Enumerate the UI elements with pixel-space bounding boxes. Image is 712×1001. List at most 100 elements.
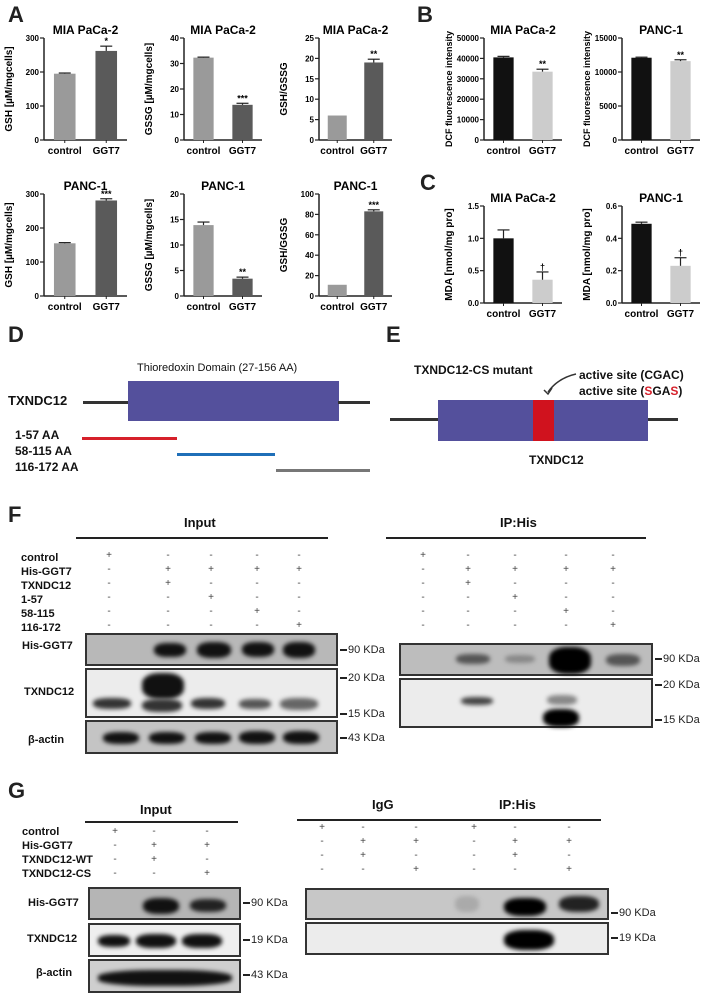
blot-f-input-his-ggt7	[85, 633, 338, 666]
svg-text:40: 40	[170, 34, 179, 43]
condition-mark: +	[165, 564, 171, 575]
condition-mark: -	[107, 564, 111, 575]
condition-mark: -	[421, 564, 425, 575]
condition-mark: -	[166, 550, 170, 561]
panel-g: Input IgG IP:His control His-GGT7 TXNDC12-…	[0, 780, 712, 1001]
significance-mark: **	[239, 267, 247, 277]
condition-mark: +	[610, 564, 616, 575]
svg-text:15: 15	[305, 75, 314, 84]
condition-label: 1-57	[21, 594, 44, 606]
input-divider	[85, 821, 238, 823]
condition-mark: +	[296, 564, 302, 575]
chart-title: PANC-1	[64, 179, 108, 193]
bar	[95, 200, 118, 296]
panel-letter-g: G	[8, 778, 26, 803]
x-tick-label: GGT7	[93, 302, 121, 313]
condition-mark: -	[361, 864, 365, 875]
condition-mark: -	[166, 620, 170, 631]
panel-letter-d: D	[8, 322, 24, 347]
svg-text:15000: 15000	[595, 34, 618, 43]
chart-title: MIA PaCa-2	[490, 23, 556, 37]
condition-mark: -	[567, 850, 571, 861]
chart-gssg-panc: PANC-1 GSSG [µM/mgcells] 0 5 10 15 20 control **…	[140, 178, 270, 318]
condition-mark: -	[611, 550, 615, 561]
protein-label: TXNDC12	[529, 453, 584, 467]
condition-mark: -	[297, 606, 301, 617]
panel-d-diagram: Thioredoxin Domain (27-156 AA) TXNDC12 1…	[0, 330, 380, 490]
condition-label: His-GGT7	[22, 840, 73, 852]
svg-text:200: 200	[26, 224, 40, 233]
active-site-mut: active site (SGAS)	[579, 384, 682, 398]
condition-mark: -	[255, 550, 259, 561]
domain-label: Thioredoxin Domain (27-156 AA)	[137, 362, 298, 374]
chart-title: MIA PaCa-2	[53, 23, 119, 37]
panel-f: Input IP:His control His-GGT7 TXNDC12 1-57 5…	[0, 500, 712, 780]
condition-mark: -	[255, 578, 259, 589]
protein-label: TXNDC12	[8, 393, 68, 408]
condition-mark: +	[208, 564, 214, 575]
condition-mark: -	[611, 606, 615, 617]
bar	[364, 211, 384, 296]
fragment-label-3: 116-172 AA	[15, 460, 79, 474]
significance-mark: ***	[368, 200, 379, 210]
svg-text:10000: 10000	[457, 116, 480, 125]
chart-gssg-mia: MIA PaCa-2 GSSG [µM/mgcells] 0 10 20 30 40 cont…	[140, 22, 270, 162]
condition-mark: -	[421, 578, 425, 589]
condition-mark: +	[360, 836, 366, 847]
x-tick-label: GGT7	[529, 309, 557, 320]
y-axis-label: GSH/GSSG	[279, 62, 290, 116]
svg-text:5: 5	[310, 116, 315, 125]
condition-mark: -	[297, 592, 301, 603]
condition-mark: -	[361, 822, 365, 833]
chart-title: PANC-1	[201, 179, 245, 193]
y-axis-label: MDA [nmol/mg pro]	[582, 208, 593, 300]
bar	[53, 73, 76, 140]
svg-text:20: 20	[305, 272, 314, 281]
x-tick-label: control	[320, 146, 354, 157]
ip-marker-90: 90 KDa	[655, 653, 700, 665]
condition-mark: -	[472, 836, 476, 847]
svg-text:0: 0	[613, 136, 618, 145]
y-axis-label: GSSG [µM/mgcells]	[144, 199, 155, 291]
condition-mark: +	[360, 850, 366, 861]
blot-label-his-ggt7: His-GGT7	[22, 640, 73, 652]
x-tick-label: control	[625, 309, 659, 320]
svg-text:10000: 10000	[595, 68, 618, 77]
significance-mark: †	[678, 248, 683, 258]
blot-g-input-actin	[88, 959, 241, 993]
marker-20: 20 KDa	[340, 672, 385, 684]
input-title: Input	[140, 802, 172, 817]
svg-text:0: 0	[175, 292, 180, 301]
condition-mark: +	[413, 864, 419, 875]
mut-s2: S	[670, 384, 679, 398]
active-site-wt: active site (CGAC)	[579, 368, 684, 382]
svg-text:40000: 40000	[457, 54, 480, 63]
condition-mark: +	[471, 822, 477, 833]
condition-mark: +	[204, 840, 210, 851]
condition-mark: -	[472, 864, 476, 875]
x-tick-label: GGT7	[229, 302, 257, 313]
svg-text:30: 30	[170, 60, 179, 69]
chart-title: PANC-1	[639, 191, 683, 205]
condition-label: control	[21, 552, 59, 564]
input-divider	[76, 537, 328, 539]
y-axis-label: GSH [µM/mgcells]	[4, 46, 15, 131]
bar	[193, 57, 214, 141]
fragment-line-1	[82, 437, 177, 440]
chart-ratio-mia: MIA PaCa-2 GSH/GSSG 0 5 10 15 20 25 control ** GGT…	[275, 22, 400, 162]
marker-43: 43 KDa	[340, 732, 385, 744]
bar	[327, 115, 347, 140]
condition-mark: -	[421, 592, 425, 603]
condition-mark: +	[512, 564, 518, 575]
active-site-box	[533, 400, 554, 441]
condition-mark: +	[254, 606, 260, 617]
blot-label-actin: β-actin	[36, 967, 73, 979]
condition-mark: +	[319, 822, 325, 833]
chart-dcf-panc: PANC-1 DCF fluorescence intensity 0 5000 100…	[578, 22, 708, 162]
condition-mark: -	[107, 578, 111, 589]
y-axis-label: DCF fluorescence intensity	[444, 31, 454, 147]
panel-letter-c: C	[420, 170, 436, 195]
condition-mark: -	[466, 592, 470, 603]
condition-mark: +	[465, 564, 471, 575]
svg-text:300: 300	[26, 34, 40, 43]
